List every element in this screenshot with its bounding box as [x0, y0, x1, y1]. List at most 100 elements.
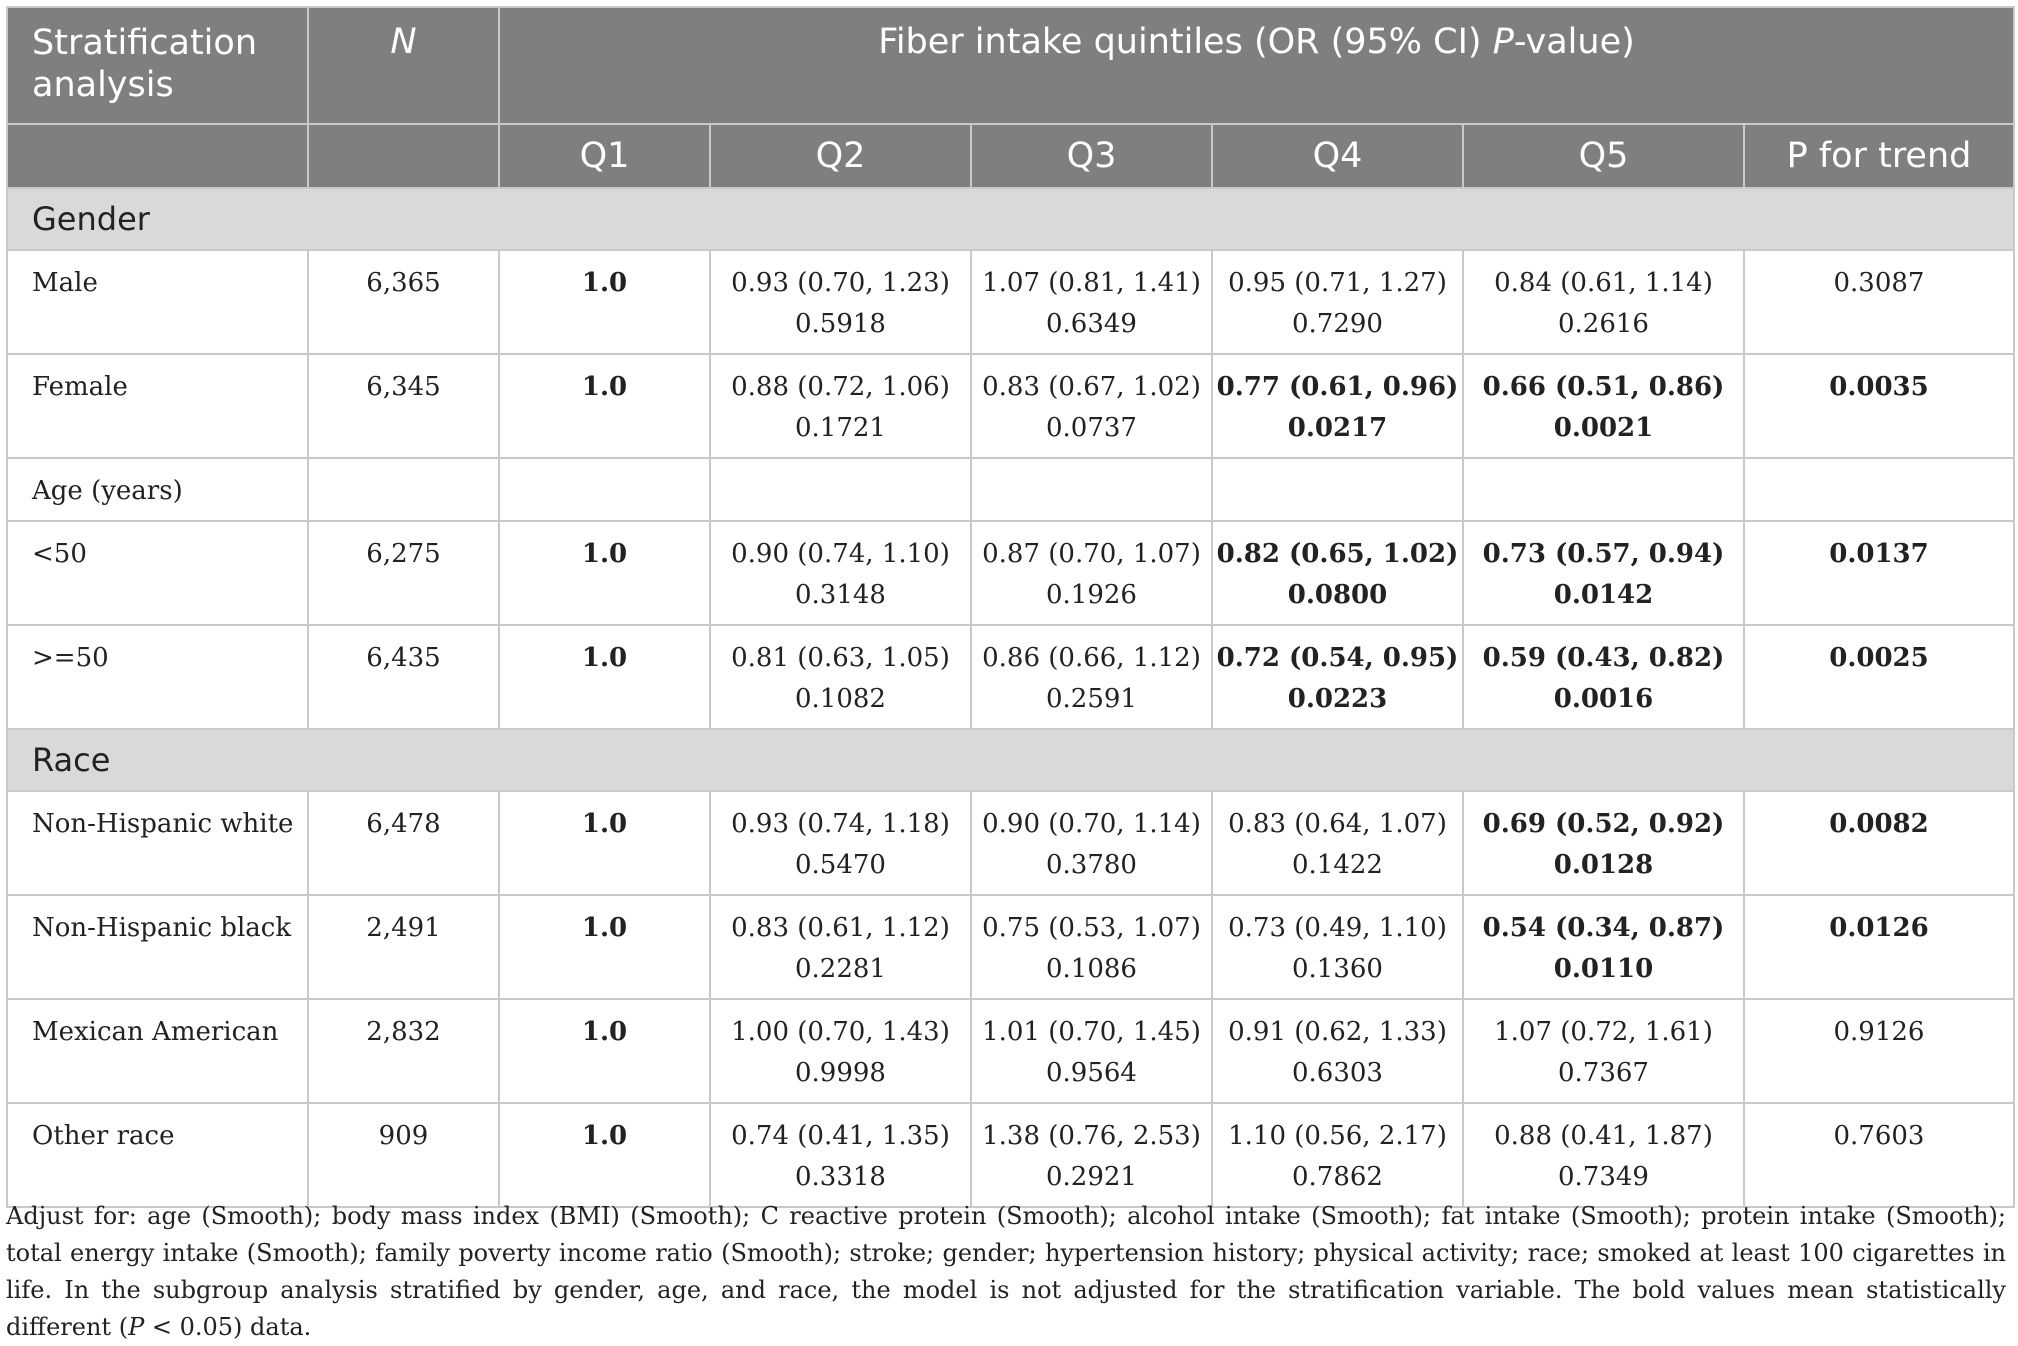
row-p-trend: 0.0025: [1743, 624, 2015, 730]
row-n: 6,435: [307, 624, 500, 730]
q4-p-value: 0.1360: [1292, 954, 1383, 984]
table-footnote: Adjust for: age (Smooth); body mass inde…: [6, 1198, 2006, 1346]
row-label: <50: [6, 520, 309, 626]
table-row: Non-Hispanic black 2,491 1.0 0.83 (0.61, 1.…: [6, 894, 2015, 1000]
q3-p-value: 0.9564: [1046, 1058, 1137, 1088]
row-n: 2,832: [307, 998, 500, 1104]
q3-p-value: 0.6349: [1046, 309, 1137, 339]
header-q3: Q3: [970, 123, 1213, 189]
header-n: N: [307, 6, 500, 125]
row-q2: 1.00 (0.70, 1.43) 0.9998: [709, 998, 972, 1104]
row-q1: 1.0: [498, 353, 711, 459]
header-empty: [6, 123, 309, 189]
table-container: Stratification analysis N Fiber intake q…: [6, 6, 2015, 1208]
header-q1: Q1: [498, 123, 711, 189]
q4-or-ci: 0.72 (0.54, 0.95): [1216, 643, 1459, 673]
row-q5: 0.69 (0.52, 0.92) 0.0128: [1462, 790, 1745, 896]
q4-or-ci: 0.91 (0.62, 1.33): [1228, 1017, 1447, 1047]
header-fiber-suffix: -value): [1513, 22, 1635, 62]
row-label: Non-Hispanic white: [6, 790, 309, 896]
q3-p-value: 0.2591: [1046, 684, 1137, 714]
header-q2: Q2: [709, 123, 972, 189]
q2-or-ci: 0.81 (0.63, 1.05): [731, 643, 950, 673]
q2-or-ci: 1.00 (0.70, 1.43): [731, 1017, 950, 1047]
q4-p-value: 0.1422: [1292, 850, 1383, 880]
q5-or-ci: 0.84 (0.61, 1.14): [1494, 268, 1713, 298]
q2-or-ci: 0.74 (0.41, 1.35): [731, 1121, 950, 1151]
row-q5: 0.88 (0.41, 1.87) 0.7349: [1462, 1102, 1745, 1208]
row-q4: 0.72 (0.54, 0.95) 0.0223: [1211, 624, 1464, 730]
header-fiber-p: P: [1492, 22, 1514, 62]
row-q2: 0.93 (0.70, 1.23) 0.5918: [709, 249, 972, 355]
footnote-p: P: [128, 1313, 145, 1341]
q5-p-value: 0.7349: [1558, 1162, 1649, 1192]
table-row: <50 6,275 1.0 0.90 (0.74, 1.10) 0.3148 0.87 (…: [6, 520, 2015, 626]
header-empty: [307, 123, 500, 189]
row-label: >=50: [6, 624, 309, 730]
row-q3: 0.90 (0.70, 1.14) 0.3780: [970, 790, 1213, 896]
row-q2: 0.83 (0.61, 1.12) 0.2281: [709, 894, 972, 1000]
row-q4: 0.77 (0.61, 0.96) 0.0217: [1211, 353, 1464, 459]
q3-p-value: 0.3780: [1046, 850, 1137, 880]
row-q3: 1.38 (0.76, 2.53) 0.2921: [970, 1102, 1213, 1208]
row-q2: 0.74 (0.41, 1.35) 0.3318: [709, 1102, 972, 1208]
q3-or-ci: 0.83 (0.67, 1.02): [982, 372, 1201, 402]
table-row: >=50 6,435 1.0 0.81 (0.63, 1.05) 0.1082 0.86 …: [6, 624, 2015, 730]
q4-p-value: 0.0223: [1287, 684, 1388, 714]
header-row-2: Q1 Q2 Q3 Q4 Q5 P for trend: [6, 123, 2015, 189]
q3-p-value: 0.1086: [1046, 954, 1137, 984]
section-title: Gender: [6, 187, 2015, 251]
q5-p-value: 0.0128: [1553, 850, 1654, 880]
q2-or-ci: 0.93 (0.70, 1.23): [731, 268, 950, 298]
empty-cell: [1743, 457, 2015, 522]
row-p-trend: 0.9126: [1743, 998, 2015, 1104]
row-q5: 0.54 (0.34, 0.87) 0.0110: [1462, 894, 1745, 1000]
row-q1: 1.0: [498, 520, 711, 626]
empty-cell: [709, 457, 972, 522]
header-fiber-intake: Fiber intake quintiles (OR (95% CI) P-va…: [498, 6, 2015, 125]
row-q3: 0.75 (0.53, 1.07) 0.1086: [970, 894, 1213, 1000]
q4-or-ci: 0.82 (0.65, 1.02): [1216, 539, 1459, 569]
row-label: Male: [6, 249, 309, 355]
q3-or-ci: 1.38 (0.76, 2.53): [982, 1121, 1201, 1151]
row-p-trend: 0.7603: [1743, 1102, 2015, 1208]
q2-p-value: 0.1721: [795, 413, 886, 443]
header-fiber-prefix: Fiber intake quintiles (OR (95% CI): [878, 22, 1493, 62]
row-p-trend: 0.0137: [1743, 520, 2015, 626]
row-q1: 1.0: [498, 249, 711, 355]
row-q4: 0.82 (0.65, 1.02) 0.0800: [1211, 520, 1464, 626]
q5-or-ci: 1.07 (0.72, 1.61): [1494, 1017, 1713, 1047]
q3-or-ci: 0.86 (0.66, 1.12): [982, 643, 1201, 673]
row-q5: 0.73 (0.57, 0.94) 0.0142: [1462, 520, 1745, 626]
empty-cell: [1462, 457, 1745, 522]
row-q3: 0.83 (0.67, 1.02) 0.0737: [970, 353, 1213, 459]
header-row-1: Stratification analysis N Fiber intake q…: [6, 6, 2015, 125]
q5-p-value: 0.0110: [1553, 954, 1654, 984]
row-q1: 1.0: [498, 1102, 711, 1208]
row-q5: 0.84 (0.61, 1.14) 0.2616: [1462, 249, 1745, 355]
q2-p-value: 0.3318: [795, 1162, 886, 1192]
q2-or-ci: 0.93 (0.74, 1.18): [731, 809, 950, 839]
row-n: 6,345: [307, 353, 500, 459]
stratification-table: Stratification analysis N Fiber intake q…: [6, 6, 2015, 1208]
row-q4: 0.83 (0.64, 1.07) 0.1422: [1211, 790, 1464, 896]
q2-p-value: 0.1082: [795, 684, 886, 714]
q5-p-value: 0.0016: [1553, 684, 1654, 714]
q5-or-ci: 0.59 (0.43, 0.82): [1482, 643, 1725, 673]
empty-cell: [498, 457, 711, 522]
row-n: 6,478: [307, 790, 500, 896]
row-q3: 0.87 (0.70, 1.07) 0.1926: [970, 520, 1213, 626]
row-p-trend: 0.0082: [1743, 790, 2015, 896]
q4-or-ci: 0.83 (0.64, 1.07): [1228, 809, 1447, 839]
q2-p-value: 0.2281: [795, 954, 886, 984]
header-q4: Q4: [1211, 123, 1464, 189]
row-q4: 0.91 (0.62, 1.33) 0.6303: [1211, 998, 1464, 1104]
q2-or-ci: 0.90 (0.74, 1.10): [731, 539, 950, 569]
q2-p-value: 0.3148: [795, 580, 886, 610]
row-q5: 1.07 (0.72, 1.61) 0.7367: [1462, 998, 1745, 1104]
q5-or-ci: 0.73 (0.57, 0.94): [1482, 539, 1725, 569]
row-q2: 0.88 (0.72, 1.06) 0.1721: [709, 353, 972, 459]
q3-or-ci: 1.01 (0.70, 1.45): [982, 1017, 1201, 1047]
row-label: Mexican American: [6, 998, 309, 1104]
row-q2: 0.90 (0.74, 1.10) 0.3148: [709, 520, 972, 626]
